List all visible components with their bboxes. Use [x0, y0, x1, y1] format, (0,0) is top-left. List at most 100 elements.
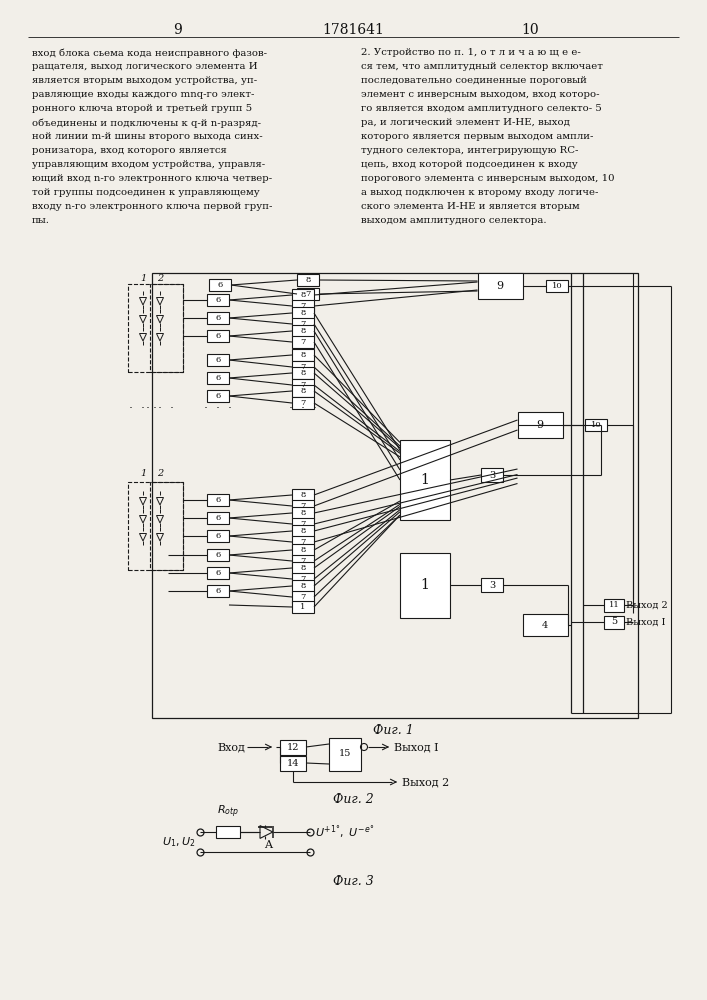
Bar — [152, 273, 638, 718]
Text: 14: 14 — [287, 758, 299, 768]
Bar — [292, 562, 314, 574]
Bar — [292, 289, 314, 301]
Bar — [207, 512, 229, 524]
Bar — [292, 361, 314, 373]
Bar — [280, 740, 306, 754]
Text: 7: 7 — [300, 363, 305, 371]
Text: порогового элемента с инверсным выходом, 10: порогового элемента с инверсным выходом,… — [361, 174, 614, 183]
Text: 9: 9 — [537, 420, 544, 430]
Text: 8: 8 — [300, 582, 305, 590]
Text: 10: 10 — [590, 421, 602, 429]
Text: Выход I: Выход I — [394, 742, 438, 752]
Bar — [280, 756, 306, 770]
Bar — [292, 397, 314, 409]
Text: 7: 7 — [300, 320, 305, 328]
Bar — [292, 580, 314, 592]
Bar — [292, 385, 314, 397]
Bar — [292, 555, 314, 567]
Text: ронизатора, вход которого является: ронизатора, вход которого является — [32, 146, 227, 155]
Bar — [292, 518, 314, 530]
Text: 6: 6 — [216, 356, 221, 364]
Text: ной линии m-й шины второго выхода синх-: ной линии m-й шины второго выхода синх- — [32, 132, 262, 141]
Bar — [207, 372, 229, 384]
Text: 6: 6 — [216, 532, 221, 540]
Text: 12: 12 — [287, 742, 299, 752]
Text: 8: 8 — [300, 527, 305, 535]
Bar — [292, 525, 314, 537]
Text: го является входом амплитудного селекто- 5: го является входом амплитудного селекто-… — [361, 104, 602, 113]
Bar — [292, 325, 314, 337]
Text: 7: 7 — [300, 338, 305, 346]
Bar — [292, 601, 314, 613]
Bar — [292, 379, 314, 391]
Text: 6: 6 — [216, 551, 221, 559]
Text: 7: 7 — [300, 502, 305, 510]
Text: 6: 6 — [216, 514, 221, 522]
Text: 3: 3 — [489, 580, 495, 589]
Text: тудного селектора, интегрирующую RC-: тудного селектора, интегрирующую RC- — [361, 146, 578, 155]
Bar — [292, 507, 314, 519]
Bar — [522, 614, 568, 636]
Text: ращателя, выход логического элемента И: ращателя, выход логического элемента И — [32, 62, 257, 71]
Text: 6: 6 — [216, 392, 221, 400]
Bar — [207, 530, 229, 542]
Bar — [477, 273, 522, 299]
Text: Выход I: Выход I — [626, 617, 665, 626]
Bar — [207, 549, 229, 561]
Text: Фиг. 3: Фиг. 3 — [332, 875, 373, 888]
Text: объединены и подключены к q-й n-разряд-: объединены и подключены к q-й n-разряд- — [32, 118, 261, 127]
Bar — [150, 284, 183, 372]
Text: 8: 8 — [300, 564, 305, 572]
Text: 8: 8 — [300, 309, 305, 317]
Text: 7: 7 — [300, 538, 305, 546]
Text: выходом амплитудного селектора.: выходом амплитудного селектора. — [361, 216, 547, 225]
Text: ·  ·  ·: · · · — [204, 402, 232, 416]
Bar — [209, 279, 231, 291]
Text: 6: 6 — [216, 569, 221, 577]
Text: 3: 3 — [489, 471, 495, 480]
Text: 8: 8 — [305, 276, 310, 284]
Bar — [292, 536, 314, 548]
Text: Фиг. 2: Фиг. 2 — [332, 793, 373, 806]
Bar — [292, 489, 314, 501]
Bar — [604, 615, 624, 629]
Text: входу n-го электронного ключа первой груп-: входу n-го электронного ключа первой гру… — [32, 202, 272, 211]
Text: 8: 8 — [300, 491, 305, 499]
Bar — [518, 412, 563, 438]
Bar — [329, 738, 361, 770]
Text: 7: 7 — [305, 290, 310, 298]
Text: равляющие входы каждого mnq-го элект-: равляющие входы каждого mnq-го элект- — [32, 90, 255, 99]
Bar — [546, 280, 568, 292]
Bar — [292, 307, 314, 319]
Bar — [585, 419, 607, 431]
Text: Фиг. 1: Фиг. 1 — [373, 724, 414, 737]
Bar — [292, 300, 314, 312]
Bar — [292, 336, 314, 348]
Text: 7: 7 — [300, 593, 305, 601]
Bar — [297, 274, 319, 286]
Bar — [207, 585, 229, 597]
Text: ра, и логический элемент И-НЕ, выход: ра, и логический элемент И-НЕ, выход — [361, 118, 570, 127]
Text: 15: 15 — [339, 750, 351, 758]
Text: A: A — [264, 840, 272, 850]
Text: 1: 1 — [421, 473, 429, 487]
Bar — [292, 318, 314, 330]
Text: ·  ·  ·: · · · — [129, 402, 157, 416]
Text: 1781641: 1781641 — [322, 23, 384, 37]
Text: 7: 7 — [300, 575, 305, 583]
Bar — [207, 312, 229, 324]
Text: Выход 2: Выход 2 — [402, 777, 449, 787]
Bar — [481, 468, 503, 482]
Text: ся тем, что амплитудный селектор включает: ся тем, что амплитудный селектор включае… — [361, 62, 603, 71]
Bar — [481, 578, 503, 592]
Text: 10: 10 — [551, 282, 562, 290]
Text: 7: 7 — [300, 399, 305, 407]
Text: 8: 8 — [300, 369, 305, 377]
Text: цепь, вход которой подсоединен к входу: цепь, вход которой подсоединен к входу — [361, 160, 578, 169]
Bar — [207, 294, 229, 306]
Bar — [400, 552, 450, 617]
Bar — [292, 500, 314, 512]
Text: 6: 6 — [216, 587, 221, 595]
Bar — [207, 330, 229, 342]
Text: 8: 8 — [300, 546, 305, 554]
